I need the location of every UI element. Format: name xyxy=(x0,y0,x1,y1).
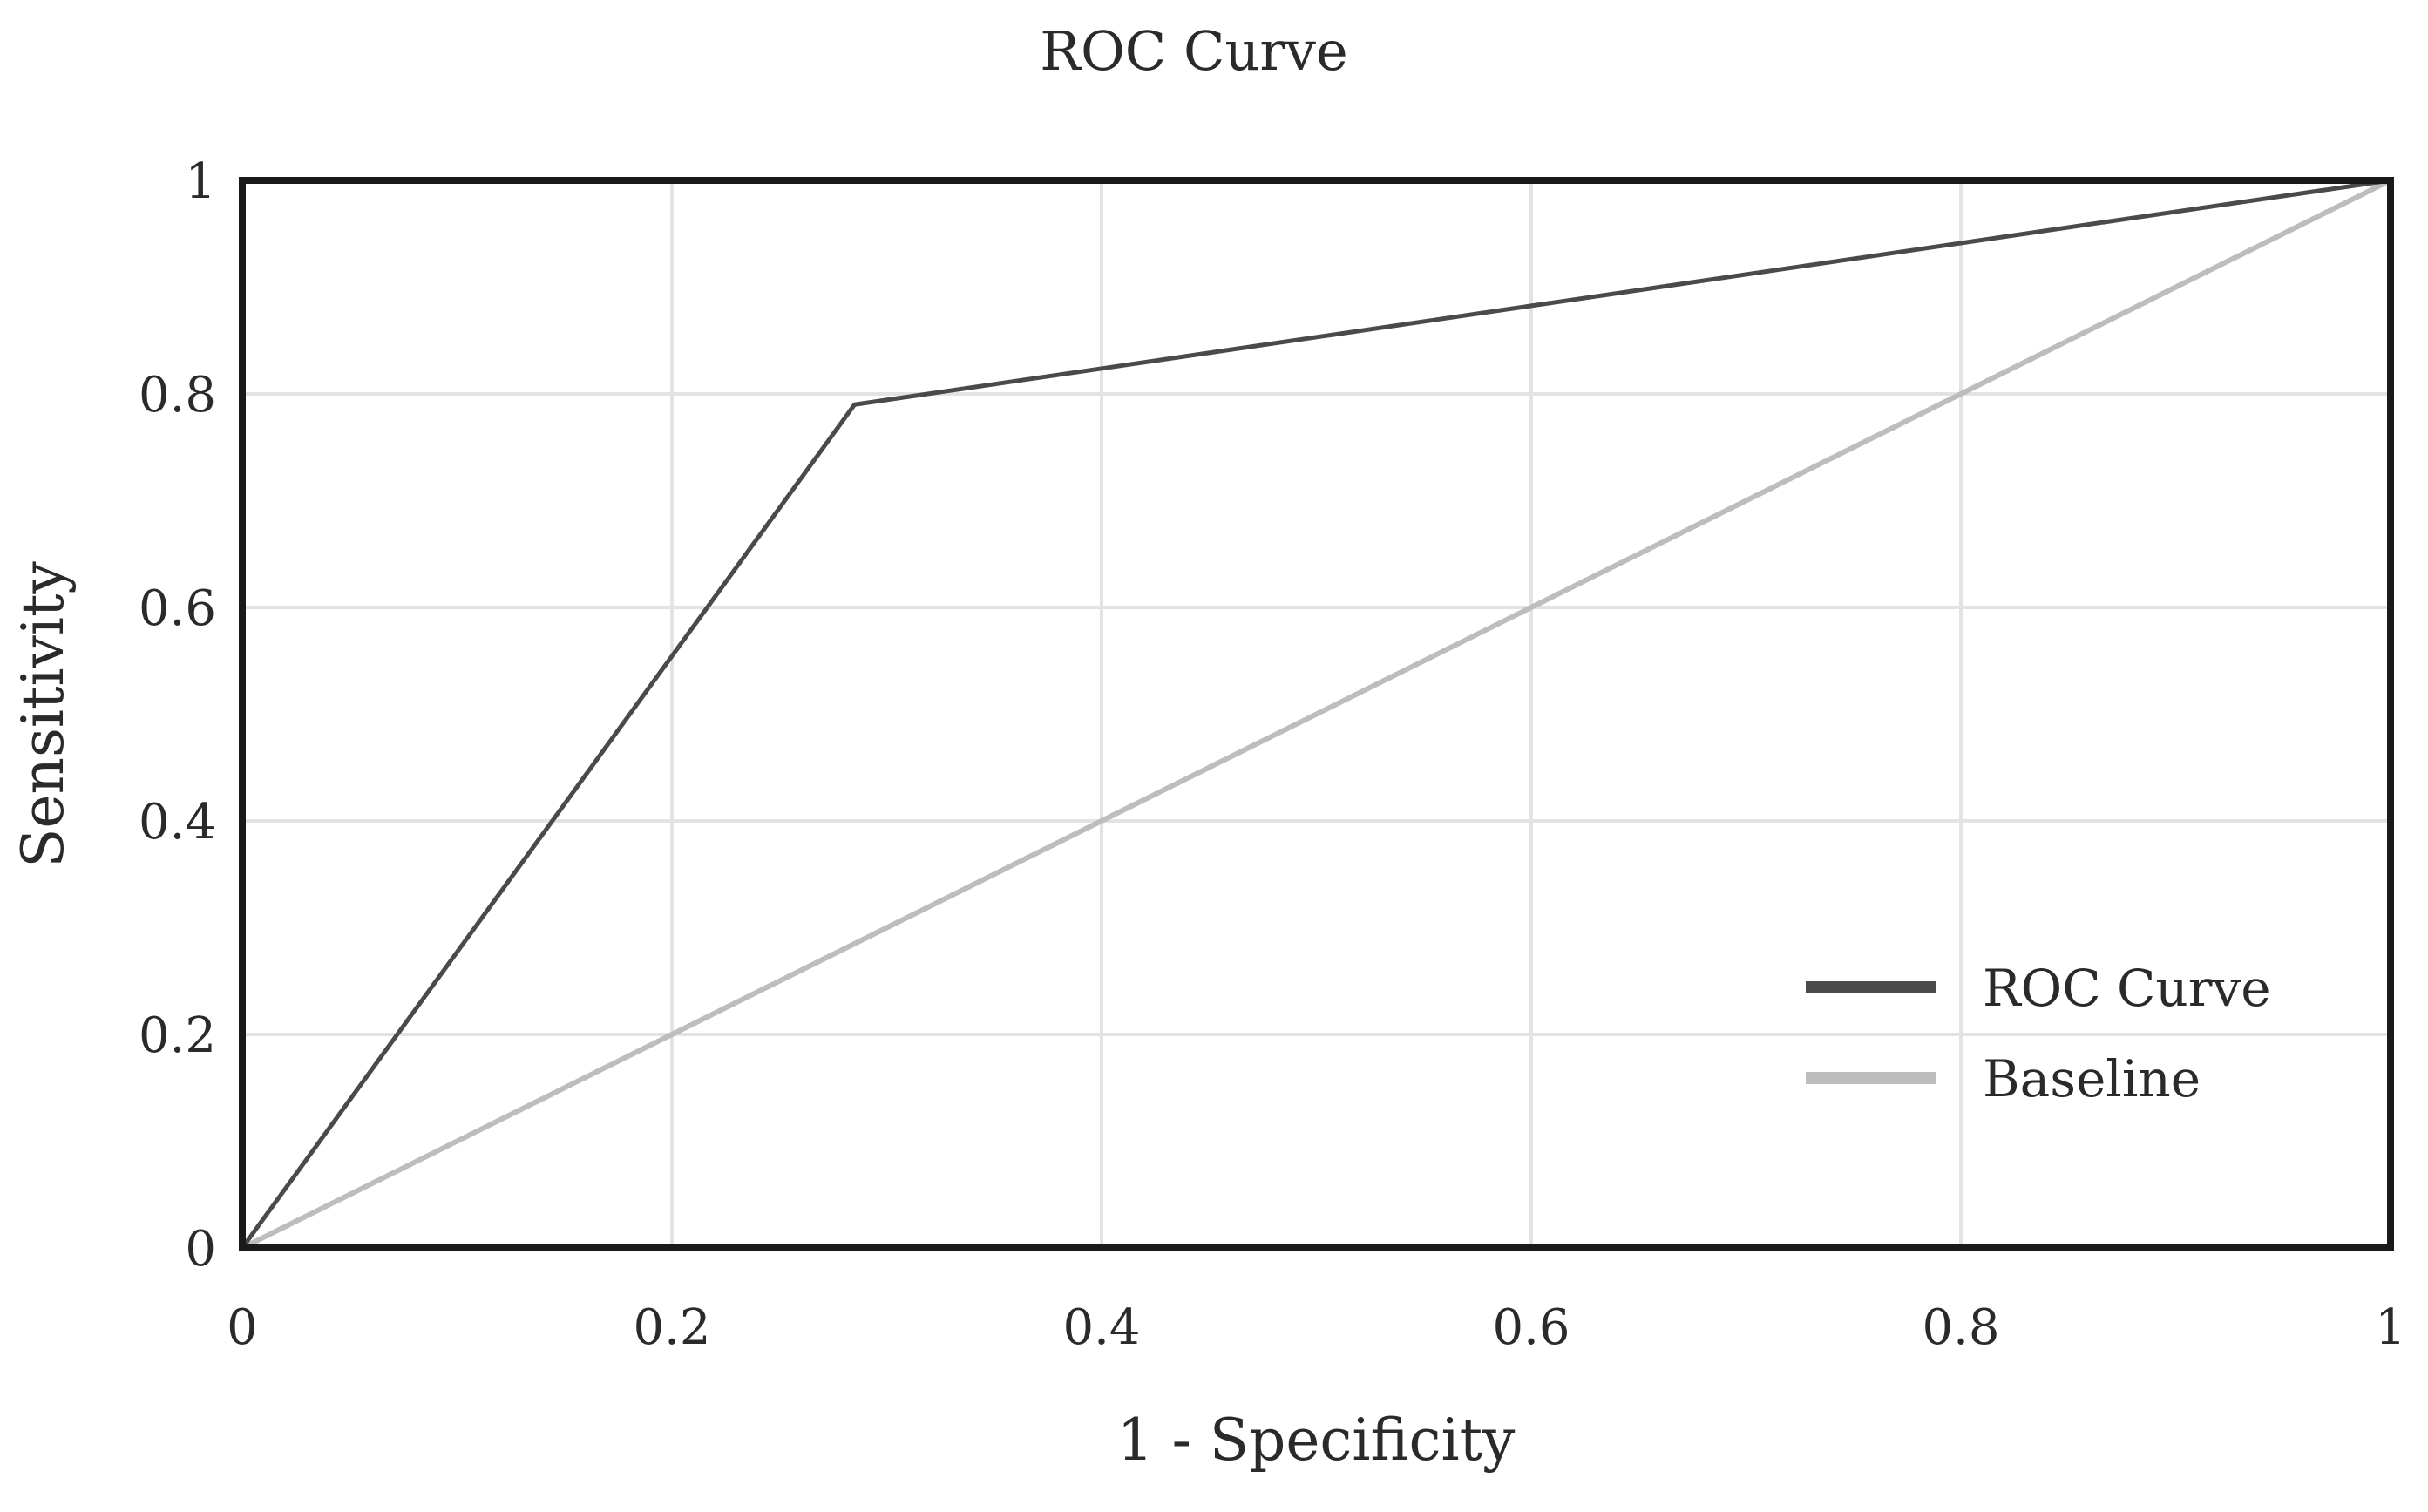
y-axis-title: Sensitivity xyxy=(10,560,77,867)
x-tick-label: 0.8 xyxy=(1922,1299,1999,1356)
y-tick-label: 0.8 xyxy=(139,367,216,424)
y-tick-label: 1 xyxy=(185,153,216,210)
legend: ROC Curve Baseline xyxy=(1806,959,2271,1109)
y-tick-label: 0.2 xyxy=(139,1007,216,1064)
x-tick-label: 1 xyxy=(2375,1299,2406,1356)
x-tick-label: 0 xyxy=(227,1299,258,1356)
series-layer xyxy=(240,178,2393,1251)
x-tick-label: 0.6 xyxy=(1492,1299,1570,1356)
tick-layer: 0 0.2 0.4 0.6 0.8 1 0 0.2 0.4 0.6 0.8 1 xyxy=(139,153,2406,1356)
y-tick-label: 0.4 xyxy=(139,794,216,851)
chart-title: ROC Curve xyxy=(1040,19,1347,83)
legend-label-baseline: Baseline xyxy=(1983,1049,2201,1109)
y-tick-label: 0.6 xyxy=(139,580,216,637)
x-tick-label: 0.4 xyxy=(1062,1299,1140,1356)
legend-label-roc: ROC Curve xyxy=(1983,959,2271,1018)
grid-layer xyxy=(242,180,2391,1248)
plot-frame xyxy=(239,177,2394,1251)
y-tick-label: 0 xyxy=(185,1221,216,1278)
x-tick-label: 0.2 xyxy=(633,1299,710,1356)
x-axis-title: 1 - Specificity xyxy=(1117,1407,1516,1474)
roc-curve-line xyxy=(240,178,2393,1251)
baseline-line xyxy=(240,178,2393,1251)
